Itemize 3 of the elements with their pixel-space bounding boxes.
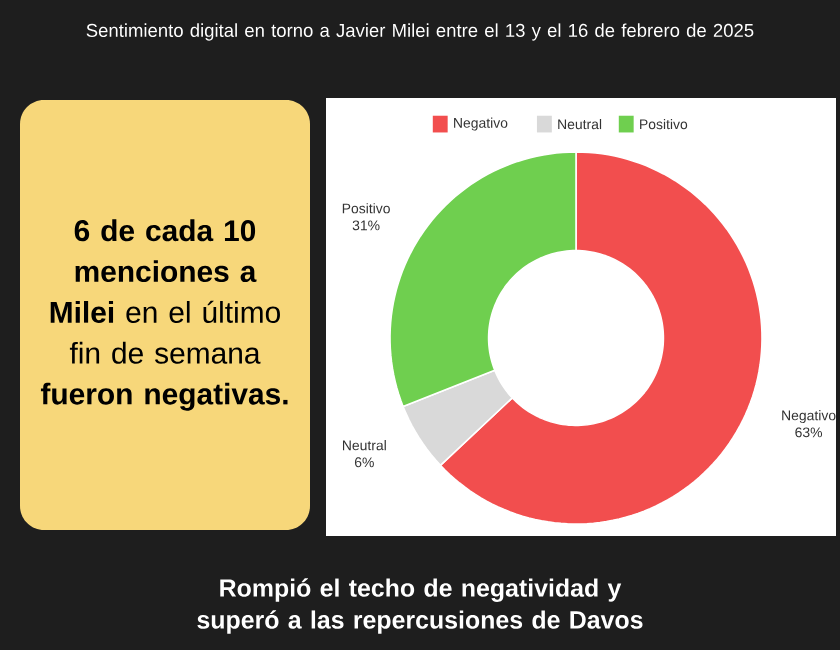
chart-title: Sentimiento digital en torno a Javier Milei entre el 13 y el 16 de febrero de 2025 (86, 23, 754, 41)
text: Rompió el techo de negatividad y superó a las repercusiones de Davos (197, 578, 643, 634)
text: 6 de cada 10 menciones a Milei en el último fin de semana fueron negativas. (40, 219, 288, 411)
